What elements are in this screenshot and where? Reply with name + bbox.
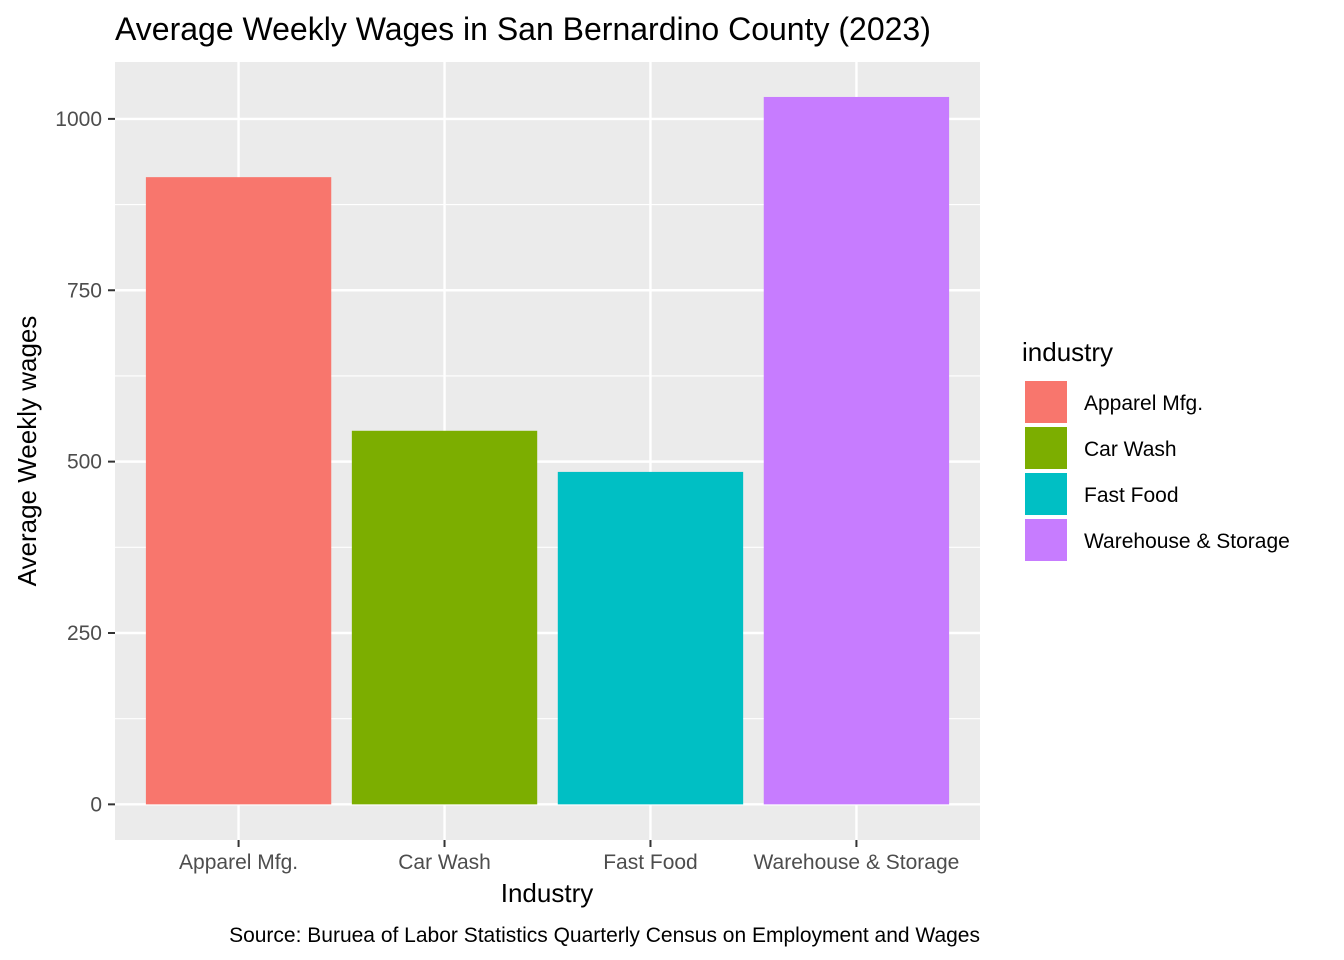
legend-label: Warehouse & Storage: [1084, 530, 1290, 553]
caption: Source: Buruea of Labor Statistics Quart…: [229, 924, 980, 947]
y-tick-label: 500: [67, 451, 102, 474]
bar: [763, 96, 950, 805]
legend-label: Car Wash: [1084, 438, 1177, 461]
legend-label: Fast Food: [1084, 484, 1179, 507]
x-tick-label: Warehouse & Storage: [754, 851, 960, 874]
y-tick-label: 1000: [55, 108, 102, 131]
bar: [557, 471, 744, 805]
x-axis: Apparel Mfg. Car Wash Fast Food Warehouse &…: [179, 840, 959, 874]
x-axis-title: Industry: [501, 878, 594, 908]
legend-swatch: [1023, 379, 1069, 425]
x-tick-label: Car Wash: [398, 851, 491, 874]
bar: [351, 430, 538, 805]
x-tick-label: Fast Food: [603, 851, 698, 874]
chart-title: Average Weekly Wages in San Bernardino C…: [115, 11, 931, 47]
y-axis: 0 250 500 750 1000: [55, 108, 115, 816]
bars: [145, 96, 950, 805]
legend-title: industry: [1022, 337, 1113, 367]
legend-swatch: [1023, 425, 1069, 471]
legend-label: Apparel Mfg.: [1084, 392, 1203, 415]
y-tick-label: 750: [67, 279, 102, 302]
bar: [145, 177, 332, 805]
y-axis-title: Average Weekly wages: [12, 316, 42, 587]
legend-swatch: [1023, 517, 1069, 563]
legend-swatch: [1023, 471, 1069, 517]
y-tick-label: 250: [67, 622, 102, 645]
x-tick-label: Apparel Mfg.: [179, 851, 298, 874]
legend: industry Apparel Mfg. Car Wash Fast Food Wa…: [1022, 337, 1290, 563]
y-tick-label: 0: [90, 793, 102, 816]
